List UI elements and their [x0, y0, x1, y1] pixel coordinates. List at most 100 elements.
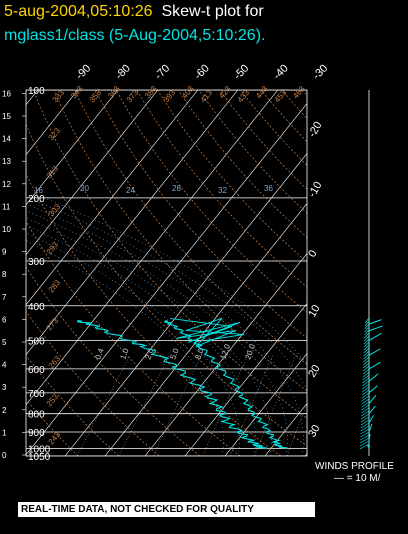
isotherm-line [26, 90, 279, 406]
wind-hatch [360, 434, 370, 441]
tick-layer: 1050100090080070060050040030020010001234… [2, 62, 330, 463]
dry-adiabat-label: 313 [45, 164, 61, 180]
isotherm-line [104, 203, 307, 456]
height-label: 6 [2, 315, 7, 324]
dry-adiabat-label: 283 [47, 278, 63, 294]
wind-barb [368, 348, 381, 356]
pressure-label: 100 [28, 86, 45, 97]
right-temperature-label: 10 [306, 303, 323, 320]
wind-hatch [361, 407, 370, 414]
dry-adiabat-label: 293 [45, 240, 61, 256]
pressure-label: 400 [28, 302, 45, 313]
wind-hatch [363, 341, 370, 348]
top-temperature-label: -30 [311, 62, 331, 82]
wind-hatch [362, 374, 370, 381]
isotherm-line [26, 90, 159, 256]
wind-hatch [362, 383, 370, 390]
quality-note: REAL-TIME DATA, NOT CHECKED FOR QUALITY [18, 502, 315, 517]
right-temperature-label: -10 [306, 180, 324, 200]
winds-scale-label: — = 10 M/ [334, 473, 381, 484]
wind-hatch [360, 437, 370, 444]
dewpoint-profile [77, 320, 267, 449]
wind-hatch [363, 347, 370, 354]
profile-layer [77, 317, 288, 449]
mixing-ratio-label: 12.0 [218, 342, 232, 360]
isotherm-line [26, 90, 119, 206]
mixing-ratio-label: 0.4 [93, 347, 105, 361]
isotherm-line [144, 253, 307, 456]
dry-adiabat-line [198, 90, 307, 214]
mixing-ratio-line [76, 355, 131, 456]
wind-barb [368, 394, 377, 404]
isotherm-line [26, 103, 307, 456]
height-label: 3 [2, 383, 7, 392]
mixing-ratio-line [254, 355, 297, 456]
wind-hatch [364, 323, 370, 330]
dry-adiabat-line [260, 90, 307, 143]
dry-adiabat-line [26, 310, 160, 456]
wind-hatch [361, 398, 370, 405]
mixing-ratio-line [152, 355, 202, 456]
right-temperature-label: 20 [306, 363, 323, 380]
dry-adiabat-label: 253 [45, 392, 61, 408]
isotherm-line [304, 453, 307, 456]
height-label: 1 [2, 428, 7, 437]
chart-title: 5-aug-2004,05:10:26 Skew-t plot for [4, 2, 264, 22]
title-date: 5-aug-2004,05:10:26 [4, 3, 153, 20]
wind-barb [368, 373, 379, 382]
moist-adiabat-label: 32 [218, 186, 227, 195]
wind-hatch [360, 422, 370, 429]
height-label: 10 [2, 225, 11, 234]
wind-hatch [362, 377, 370, 384]
isotherm-line [184, 303, 307, 456]
wind-hatch [363, 350, 370, 357]
height-label: 14 [2, 135, 11, 144]
wind-hatch [362, 380, 370, 387]
top-temperature-label: -80 [113, 62, 133, 82]
dry-adiabat-label: 273 [45, 316, 61, 332]
wind-barb [368, 385, 378, 394]
top-temperature-label: -70 [153, 62, 173, 82]
wind-hatch [363, 338, 370, 345]
height-label: 8 [2, 270, 7, 279]
dry-adiabat-label: 423 [217, 84, 233, 100]
wind-hatch [362, 362, 370, 369]
right-temperature-label: 30 [306, 423, 323, 440]
moist-adiabat-label: 28 [172, 184, 181, 193]
title-main: Skew-t plot for [161, 3, 264, 20]
wind-hatch [364, 326, 370, 333]
dry-adiabat-line [115, 90, 307, 313]
wind-hatch [360, 425, 370, 432]
wind-barb [368, 415, 374, 424]
wind-hatch [364, 317, 370, 324]
wind-hatch [362, 368, 370, 375]
top-temperature-label: -40 [271, 62, 291, 82]
height-label: 15 [2, 112, 11, 121]
height-label: 16 [2, 89, 11, 98]
pressure-label: 600 [28, 365, 45, 376]
grid-layer [25, 89, 408, 457]
wind-hatch [364, 335, 370, 342]
pressure-label: 200 [28, 194, 45, 205]
isotherm-line [26, 90, 199, 306]
wind-hatch [361, 389, 370, 396]
wind-hatch [363, 356, 370, 363]
dry-adiabat-line [136, 90, 307, 288]
dry-adiabat-label: 463 [291, 84, 307, 100]
mixing-ratio-label: 8.0 [193, 347, 205, 361]
mixing-ratio-label: 1.0 [118, 347, 130, 361]
dry-adiabat-line [240, 90, 307, 166]
isotherm-line [385, 90, 408, 456]
dry-adiabat-label: 443 [254, 84, 270, 100]
isotherm-line [224, 353, 307, 456]
pressure-label: 700 [28, 389, 45, 400]
dry-adiabat-line [32, 90, 307, 419]
dry-adiabat-line [344, 90, 408, 456]
wind-hatch [363, 344, 370, 351]
wind-barb [368, 332, 382, 341]
height-label: 4 [2, 361, 7, 370]
isotherm-line [26, 90, 79, 156]
wind-hatch [360, 416, 370, 423]
height-label: 0 [2, 451, 7, 460]
